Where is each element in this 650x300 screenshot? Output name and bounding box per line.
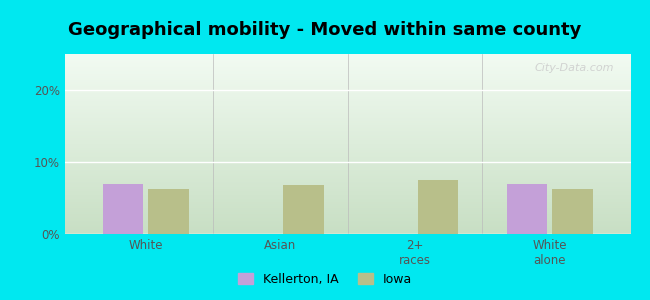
- Text: Geographical mobility - Moved within same county: Geographical mobility - Moved within sam…: [68, 21, 582, 39]
- Legend: Kellerton, IA, Iowa: Kellerton, IA, Iowa: [233, 268, 417, 291]
- Text: City-Data.com: City-Data.com: [534, 63, 614, 73]
- Bar: [103, 184, 143, 234]
- Bar: [506, 184, 547, 234]
- Bar: [418, 180, 458, 234]
- Bar: [283, 185, 324, 234]
- Bar: [552, 189, 593, 234]
- Bar: [148, 189, 189, 234]
